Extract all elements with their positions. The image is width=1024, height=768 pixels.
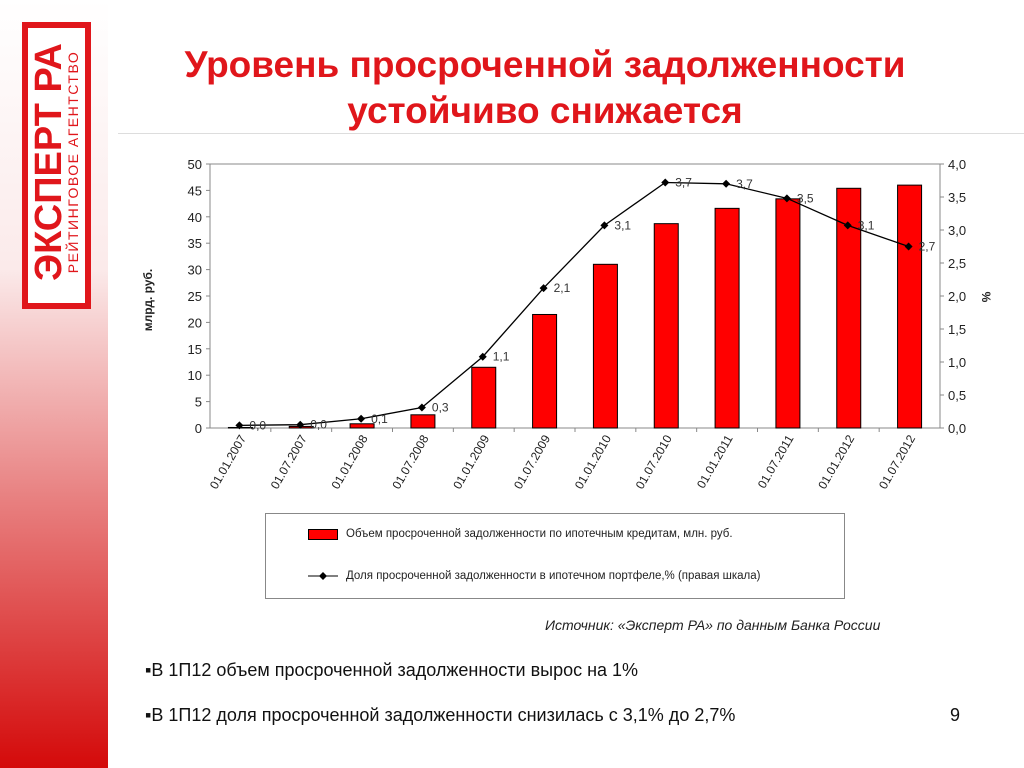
legend-item-bars: Объем просроченной задолженности по ипот… [308, 528, 733, 540]
line-point [722, 179, 731, 188]
line-data-label: 0,0 [249, 418, 266, 432]
x-tick-label: 01.07.2007 [268, 432, 310, 491]
x-tick-label: 01.07.2010 [633, 432, 675, 491]
x-tick-label: 01.01.2010 [572, 432, 614, 491]
line-point [661, 178, 670, 187]
y-tick-label: 20 [188, 315, 202, 330]
y2-tick-label: 2,5 [948, 256, 966, 271]
x-tick-label: 01.07.2008 [389, 432, 431, 491]
y2-tick-label: 2,0 [948, 289, 966, 304]
line-data-label: 3,1 [614, 218, 631, 232]
y2-tick-label: 1,5 [948, 322, 966, 337]
bar [349, 423, 375, 429]
page-number: 9 [950, 705, 961, 725]
x-tick-label: 01.01.2007 [207, 432, 249, 491]
line-point [478, 352, 487, 361]
bar [775, 198, 801, 429]
y2-axis-label: % [979, 292, 993, 303]
legend-item-line: Доля просроченной задолженности в ипотеч… [308, 570, 760, 582]
bar [897, 184, 923, 429]
y-tick-label: 45 [188, 183, 202, 198]
title-divider [118, 133, 1024, 134]
bullet-1: ▪В 1П12 объем просроченной задолженности… [145, 660, 639, 680]
line-data-label: 1,1 [493, 350, 510, 364]
chart-legend: Объем просроченной задолженности по ипот… [265, 513, 845, 599]
line-point [782, 194, 791, 203]
y-axis-label: млрд. руб. [141, 269, 155, 331]
x-tick-label: 01.07.2009 [511, 432, 553, 491]
y-tick-label: 30 [188, 263, 202, 278]
line-point [843, 221, 852, 230]
bar [714, 207, 740, 429]
line-data-label: 3,7 [675, 175, 692, 189]
title-line-2: устойчиво снижается [347, 90, 743, 131]
y-tick-label: 5 [195, 395, 202, 410]
y-tick-label: 15 [188, 342, 202, 357]
line-point [235, 421, 244, 430]
line-data-label: 3,5 [797, 191, 814, 205]
x-tick-label: 01.01.2009 [450, 432, 492, 491]
y2-tick-label: 3,0 [948, 223, 966, 238]
x-tick-label: 01.01.2011 [694, 432, 736, 491]
legend-bar-label: Объем просроченной задолженности по ипот… [346, 528, 733, 540]
line-data-label: 0,3 [432, 401, 449, 415]
line-data-label: 3,1 [858, 218, 875, 232]
line-point [417, 403, 426, 412]
bar [532, 313, 558, 429]
legend-bar-swatch [308, 528, 338, 540]
y2-tick-label: 4,0 [948, 157, 966, 172]
bullet-2: ▪В 1П12 доля просроченной задолженности … [145, 705, 736, 725]
y-tick-label: 35 [188, 236, 202, 251]
line-point [539, 284, 548, 293]
x-tick-label: 01.01.2008 [329, 432, 371, 491]
line-series [239, 181, 909, 427]
legend-line-swatch [308, 572, 338, 580]
y2-tick-label: 0,0 [948, 421, 966, 436]
legend-line-label: Доля просроченной задолженности в ипотеч… [346, 570, 761, 582]
x-tick-label: 01.07.2012 [876, 432, 918, 491]
line-data-label: 2,7 [919, 240, 936, 254]
line-point [600, 221, 609, 230]
expert-ra-logo: ЭКСПЕРТ РА РЕЙТИНГОВОЕ АГЕНТСТВО [22, 22, 91, 309]
line-data-label: 3,7 [736, 177, 753, 191]
y2-tick-label: 3,5 [948, 190, 966, 205]
line-point [904, 242, 913, 251]
line-point [296, 420, 305, 429]
y-tick-label: 25 [188, 289, 202, 304]
y-tick-label: 40 [188, 210, 202, 225]
y-tick-label: 50 [188, 157, 202, 172]
source-note: Источник: «Эксперт РА» по данным Банка Р… [545, 617, 881, 633]
bar [653, 223, 679, 429]
bar [471, 366, 497, 429]
line-data-label: 2,1 [554, 281, 571, 295]
bar [592, 263, 618, 429]
y2-tick-label: 1,0 [948, 355, 966, 370]
y-tick-label: 10 [188, 368, 202, 383]
page-title: Уровень просроченной задолженности устой… [120, 42, 970, 134]
bar [410, 414, 436, 429]
line-point [357, 414, 366, 423]
y2-tick-label: 0,5 [948, 388, 966, 403]
line-data-label: 0,1 [371, 412, 388, 426]
x-tick-label: 01.01.2012 [815, 432, 857, 491]
line-data-label: 0,0 [310, 418, 327, 432]
x-tick-label: 01.07.2011 [755, 432, 797, 491]
y-tick-label: 0 [195, 421, 202, 436]
title-line-1: Уровень просроченной задолженности [184, 44, 906, 85]
